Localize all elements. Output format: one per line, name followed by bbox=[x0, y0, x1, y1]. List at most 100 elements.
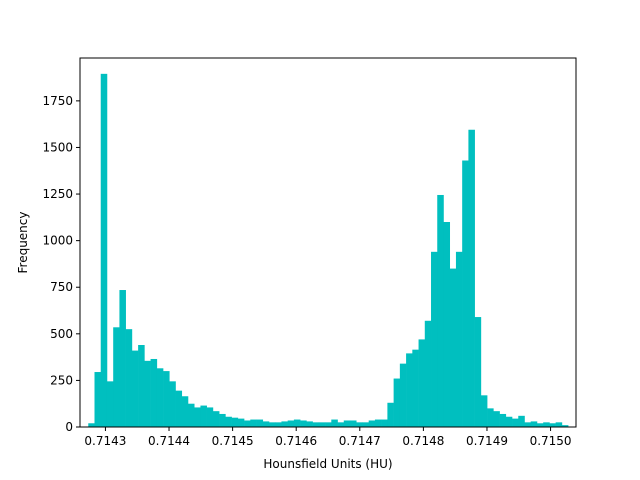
histogram-bar bbox=[368, 420, 376, 427]
histogram-bar bbox=[225, 416, 232, 427]
histogram-bar bbox=[487, 408, 494, 427]
histogram-bar bbox=[256, 419, 264, 427]
histogram-bar bbox=[318, 422, 326, 427]
histogram-bar bbox=[268, 422, 276, 427]
x-tick-label: 0.7145 bbox=[212, 434, 254, 448]
y-axis: 0 250 500 750 1000 1250 1500 1750 bbox=[42, 94, 80, 434]
histogram-bar bbox=[300, 420, 307, 427]
histogram-bar bbox=[431, 251, 438, 427]
histogram-bar bbox=[512, 418, 519, 427]
x-tick-label: 0.7149 bbox=[466, 434, 508, 448]
y-tick-label: 1250 bbox=[42, 187, 73, 201]
y-tick-label: 1500 bbox=[42, 140, 73, 154]
histogram-bar bbox=[381, 419, 388, 427]
histogram-bar bbox=[536, 423, 544, 427]
histogram-bar bbox=[480, 395, 488, 427]
x-tick-label: 0.7150 bbox=[530, 434, 572, 448]
histogram-bar bbox=[231, 417, 239, 427]
histogram-bar bbox=[518, 415, 525, 427]
histogram-bar bbox=[306, 421, 313, 427]
histogram-bar bbox=[156, 368, 164, 427]
y-tick-label: 250 bbox=[50, 373, 73, 387]
histogram-bar bbox=[462, 160, 469, 427]
histogram-bar bbox=[549, 423, 556, 427]
histogram-bar bbox=[293, 419, 301, 427]
y-tick-label: 500 bbox=[50, 327, 73, 341]
histogram-bars bbox=[88, 73, 569, 427]
y-tick-label: 1750 bbox=[42, 94, 73, 108]
histogram-bar bbox=[406, 353, 413, 427]
histogram-bar bbox=[449, 268, 457, 427]
histogram-bar bbox=[237, 418, 245, 427]
histogram-bar bbox=[474, 317, 482, 427]
y-axis-label: Frequency bbox=[16, 212, 30, 274]
histogram-bar bbox=[144, 360, 151, 427]
histogram-bar bbox=[455, 251, 463, 427]
histogram-bar bbox=[530, 421, 538, 427]
histogram-bar bbox=[412, 349, 419, 427]
histogram-bar bbox=[437, 194, 444, 427]
plot-area-frame bbox=[79, 57, 577, 428]
histogram-bar bbox=[362, 422, 369, 427]
histogram-bar bbox=[561, 425, 569, 427]
histogram-bar bbox=[312, 422, 320, 427]
histogram-bar bbox=[138, 345, 145, 427]
histogram-bar bbox=[106, 381, 114, 427]
histogram-bar bbox=[262, 421, 270, 427]
histogram-bar bbox=[499, 413, 507, 427]
histogram-bar bbox=[524, 422, 532, 427]
x-tick-label: 0.7146 bbox=[275, 434, 317, 448]
histogram-bar bbox=[194, 407, 201, 427]
x-tick-label: 0.7143 bbox=[84, 434, 126, 448]
histogram-bar bbox=[374, 419, 382, 427]
histogram-bar bbox=[505, 416, 513, 427]
histogram-bar bbox=[119, 290, 126, 427]
histogram-bar bbox=[181, 396, 189, 427]
y-tick-label: 1000 bbox=[42, 234, 73, 248]
histogram-bar bbox=[543, 422, 550, 427]
histogram-bar bbox=[275, 422, 282, 427]
histogram-bar bbox=[399, 363, 407, 427]
histogram-bar bbox=[555, 422, 563, 427]
histogram-bar bbox=[212, 411, 220, 427]
histogram-bar bbox=[443, 222, 451, 427]
histogram-bar bbox=[468, 129, 475, 427]
x-tick-label: 0.7144 bbox=[148, 434, 190, 448]
histogram-bar bbox=[350, 420, 357, 427]
histogram-bar bbox=[125, 329, 133, 427]
histogram-bar bbox=[418, 339, 426, 427]
histogram-bar bbox=[337, 422, 345, 427]
y-tick-label: 750 bbox=[50, 280, 73, 294]
histogram-bar bbox=[387, 402, 394, 427]
histogram-bar bbox=[424, 320, 432, 427]
histogram-bar bbox=[281, 421, 288, 427]
histogram-bar bbox=[88, 423, 95, 427]
x-axis-label: Hounsfield Units (HU) bbox=[263, 457, 392, 471]
histogram-bar bbox=[250, 419, 257, 427]
histogram-bar bbox=[356, 422, 363, 427]
histogram-bar bbox=[493, 411, 500, 427]
x-tick-label: 0.7147 bbox=[339, 434, 381, 448]
histogram-bar bbox=[187, 403, 195, 427]
histogram-bar bbox=[393, 378, 401, 427]
x-axis: 0.7143 0.7144 0.7145 0.7146 0.7147 0.7148 0.71… bbox=[84, 427, 572, 448]
histogram-bar bbox=[113, 327, 120, 427]
histogram-bar bbox=[100, 73, 108, 427]
histogram-bar bbox=[287, 420, 295, 427]
histogram-bar bbox=[343, 420, 351, 427]
histogram-bar bbox=[325, 422, 332, 427]
x-tick-label: 0.7148 bbox=[402, 434, 444, 448]
histogram-bar bbox=[150, 358, 158, 427]
histogram-bar bbox=[94, 372, 102, 427]
y-tick-label: 0 bbox=[65, 420, 73, 434]
histogram-bar bbox=[163, 371, 170, 427]
histogram-bar bbox=[131, 350, 139, 427]
histogram-bar bbox=[169, 381, 176, 427]
histogram-bar bbox=[175, 390, 183, 427]
histogram-bar bbox=[206, 407, 214, 427]
histogram-bar bbox=[331, 419, 338, 427]
histogram-bar bbox=[200, 405, 207, 427]
histogram-bar bbox=[244, 420, 251, 427]
histogram-bar bbox=[219, 413, 226, 427]
